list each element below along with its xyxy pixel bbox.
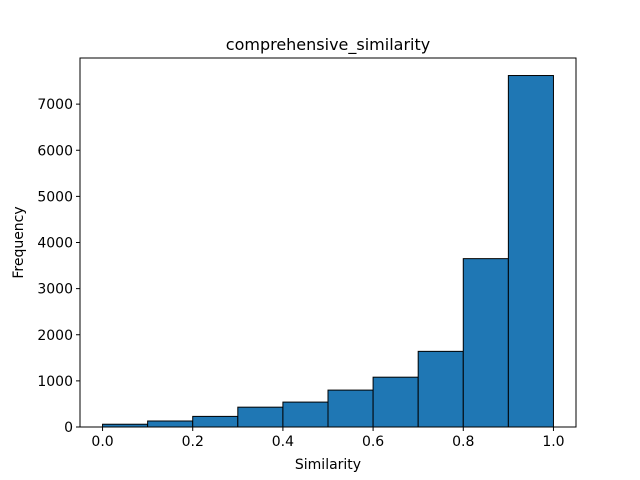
y-tick-label: 0 xyxy=(64,420,73,436)
y-axis-label: Frequency xyxy=(11,206,27,278)
y-axis-ticks: 0 1000 2000 3000 4000 5000 6000 7000 xyxy=(37,97,80,436)
x-tick-label: 0.2 xyxy=(182,434,204,450)
chart-title: comprehensive_similarity xyxy=(226,35,430,55)
histogram-bar xyxy=(192,415,239,428)
histogram-bar xyxy=(417,350,464,428)
y-tick-label: 7000 xyxy=(37,97,73,113)
x-tick-label: 0.4 xyxy=(272,434,294,450)
histogram-bar xyxy=(507,75,554,428)
y-tick-label: 6000 xyxy=(37,143,73,159)
y-tick-label: 2000 xyxy=(37,328,73,344)
x-tick-label: 1.0 xyxy=(542,434,564,450)
x-tick-label: 0.8 xyxy=(452,434,474,450)
histogram-bar xyxy=(282,401,329,428)
y-tick-label: 1000 xyxy=(37,374,73,390)
x-tick-label: 0.0 xyxy=(91,434,113,450)
x-axis-label: Similarity xyxy=(295,457,361,473)
x-axis-ticks: 0.0 0.2 0.4 0.6 0.8 1.0 xyxy=(91,427,565,450)
histogram-bar xyxy=(237,406,284,428)
histogram-bar xyxy=(462,258,509,428)
y-tick-label: 3000 xyxy=(37,282,73,298)
bars-group xyxy=(102,75,554,428)
histogram-bar xyxy=(372,376,419,428)
x-tick-label: 0.6 xyxy=(362,434,384,450)
histogram-bar xyxy=(327,389,374,428)
y-tick-label: 5000 xyxy=(37,189,73,205)
histogram-bar xyxy=(147,420,194,428)
y-tick-label: 4000 xyxy=(37,236,73,252)
